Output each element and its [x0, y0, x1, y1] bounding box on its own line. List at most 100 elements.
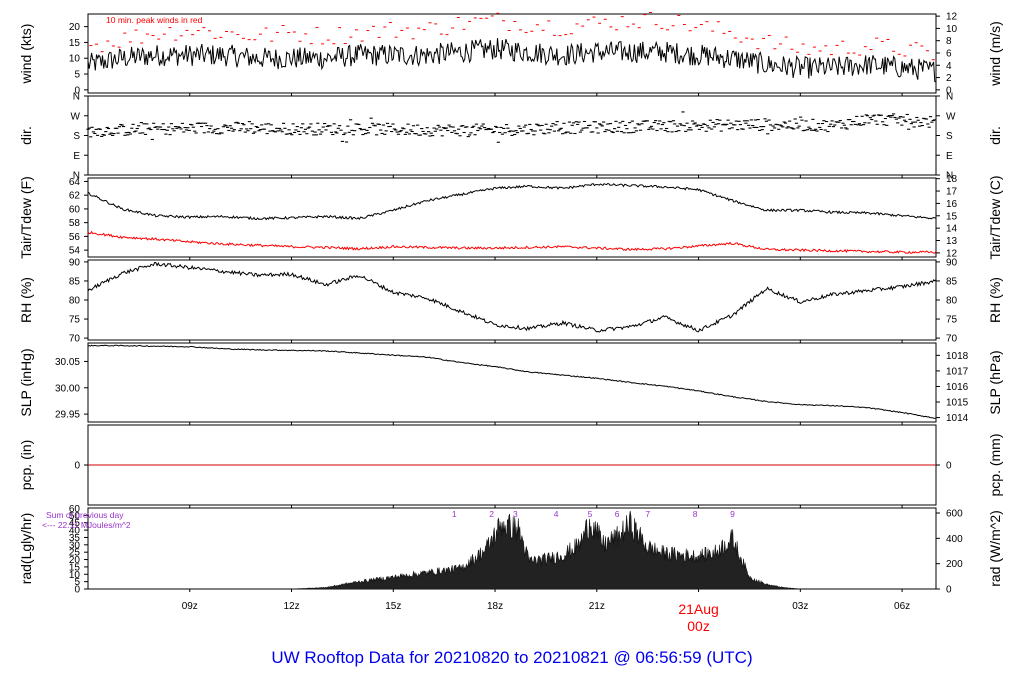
- tick-label-right-dir: S: [946, 131, 953, 142]
- tick-label-left-rad: 45: [69, 518, 81, 529]
- tick-label-right-slp: 1015: [946, 398, 969, 409]
- tick-label-left-rh: 70: [69, 334, 81, 345]
- tick-label-right-dir: W: [946, 111, 956, 122]
- tick-label-left-dir: N: [73, 171, 80, 182]
- tick-label-right-pcp: 0: [946, 461, 952, 472]
- time-label-03z: 03z: [792, 601, 808, 612]
- panel-frame-slp: [87, 342, 937, 423]
- tick-label-left-rad: 35: [69, 533, 81, 544]
- tick-label-right-wind: 4: [946, 61, 952, 72]
- ylabel-right-slp: SLP (hPa): [987, 350, 1003, 414]
- tick-label-right-rh: 85: [946, 276, 958, 287]
- wind-sustained-line: [87, 38, 937, 83]
- tick-label-right-rad: 400: [946, 534, 963, 545]
- tick-label-left-dir: N: [73, 92, 80, 103]
- tick-label-right-dir: N: [946, 171, 953, 182]
- ylabel-right-temp: Tair/Tdew (C): [987, 175, 1003, 259]
- panel-frame-temp: [87, 177, 937, 258]
- tick-label-right-dir: E: [946, 151, 953, 162]
- rh-line: [87, 261, 937, 333]
- ylabel-right-pcp: pcp. (mm): [987, 434, 1003, 497]
- rad-annotation-1: Sum of previous day: [46, 510, 124, 520]
- time-label-15z: 15z: [385, 601, 401, 612]
- ylabel-right-wind: wind (m/s): [987, 21, 1003, 87]
- tick-label-left-temp: 54: [69, 246, 81, 257]
- tick-label-left-slp: 30.05: [55, 357, 80, 368]
- time-label-18z: 18z: [487, 601, 503, 612]
- tick-label-right-rh: 80: [946, 296, 958, 307]
- rad-marker-1: 1: [452, 509, 457, 519]
- tick-label-right-rh: 90: [946, 257, 958, 268]
- rad-marker-2: 2: [489, 509, 494, 519]
- ylabel-left-pcp: pcp. (in): [18, 440, 34, 491]
- tick-label-left-pcp: 0: [74, 461, 80, 472]
- tick-label-left-temp: 56: [69, 232, 81, 243]
- rad-annotation-2: <--- 22.11 MJoules/m^2: [42, 520, 131, 530]
- tick-label-left-rad-top: 60: [69, 504, 81, 515]
- ylabel-left-dir: dir.: [18, 126, 34, 145]
- time-label-00z: 00z: [687, 618, 710, 634]
- tick-label-left-rad: 40: [69, 526, 81, 537]
- rad-marker-5: 5: [588, 509, 593, 519]
- tick-label-right-wind: 2: [946, 73, 952, 84]
- time-label-12z: 12z: [283, 601, 299, 612]
- tick-label-right-temp: 15: [946, 211, 958, 222]
- tick-label-right-temp: 16: [946, 199, 958, 210]
- ylabel-right-rh: RH (%): [987, 277, 1003, 323]
- tick-label-right-rh: 70: [946, 334, 958, 345]
- tick-label-right-rad: 0: [946, 585, 952, 596]
- tick-label-right-slp: 1017: [946, 366, 969, 377]
- rad-marker-9: 9: [730, 509, 735, 519]
- tick-label-right-rh: 75: [946, 315, 958, 326]
- dew-point-line: [87, 230, 937, 254]
- tick-label-right-rad: 200: [946, 559, 963, 570]
- tick-label-right-slp: 1016: [946, 382, 969, 393]
- tick-label-left-rh: 85: [69, 276, 81, 287]
- ylabel-right-rad: rad (W/m^2): [987, 510, 1003, 587]
- tick-label-left-temp: 62: [69, 191, 81, 202]
- ylabel-left-rh: RH (%): [18, 277, 34, 323]
- tick-label-right-temp: 17: [946, 187, 958, 198]
- tick-label-right-temp: 18: [946, 174, 958, 185]
- tick-label-left-slp: 30.00: [55, 383, 80, 394]
- tick-label-right-wind: 0: [946, 85, 952, 96]
- ylabel-left-temp: Tair/Tdew (F): [18, 176, 34, 258]
- rad-marker-3: 3: [513, 509, 518, 519]
- tick-label-left-rad: 20: [69, 555, 81, 566]
- tick-label-left-wind: 0: [74, 85, 80, 96]
- rad-marker-4: 4: [554, 509, 559, 519]
- tick-label-right-wind: 6: [946, 48, 952, 59]
- time-label-09z: 09z: [182, 601, 198, 612]
- tick-label-right-rad: 600: [946, 509, 963, 520]
- tick-label-left-dir: S: [73, 131, 80, 142]
- tick-label-right-wind: 10: [946, 24, 958, 35]
- air-temperature-line: [87, 182, 937, 221]
- tick-label-left-temp: 58: [69, 218, 81, 229]
- tick-label-right-dir: N: [946, 92, 953, 103]
- tick-label-left-rad: 25: [69, 548, 81, 559]
- tick-label-right-temp: 14: [946, 224, 958, 235]
- tick-label-left-rad: 15: [69, 562, 81, 573]
- solar-radiation-area: [291, 510, 801, 590]
- tick-label-right-temp: 12: [946, 248, 958, 259]
- wind-annotation: 10 min. peak winds in red: [106, 15, 203, 25]
- tick-label-right-temp: 13: [946, 236, 958, 247]
- tick-label-left-temp: 64: [69, 177, 81, 188]
- date-label: 21Aug: [678, 601, 718, 617]
- tick-label-left-slp: 29.95: [55, 410, 80, 421]
- tick-label-left-rad: 10: [69, 570, 81, 581]
- panel-frame-wind: [87, 13, 937, 94]
- ylabel-right-dir: dir.: [987, 126, 1003, 145]
- tick-label-left-wind: 5: [74, 70, 80, 81]
- tick-label-left-rad: 0: [74, 585, 80, 596]
- time-label-21z: 21z: [589, 601, 605, 612]
- time-label-06z: 06z: [894, 601, 910, 612]
- ylabel-left-rad: rad(Lgly/hr): [18, 513, 34, 585]
- tick-label-right-slp: 1014: [946, 413, 969, 424]
- ylabel-left-wind: wind (kts): [18, 24, 34, 85]
- tick-label-right-slp: 1018: [946, 351, 969, 362]
- tick-label-right-wind: 12: [946, 12, 958, 23]
- tick-label-left-dir: E: [73, 151, 80, 162]
- tick-label-left-dir: W: [71, 111, 81, 122]
